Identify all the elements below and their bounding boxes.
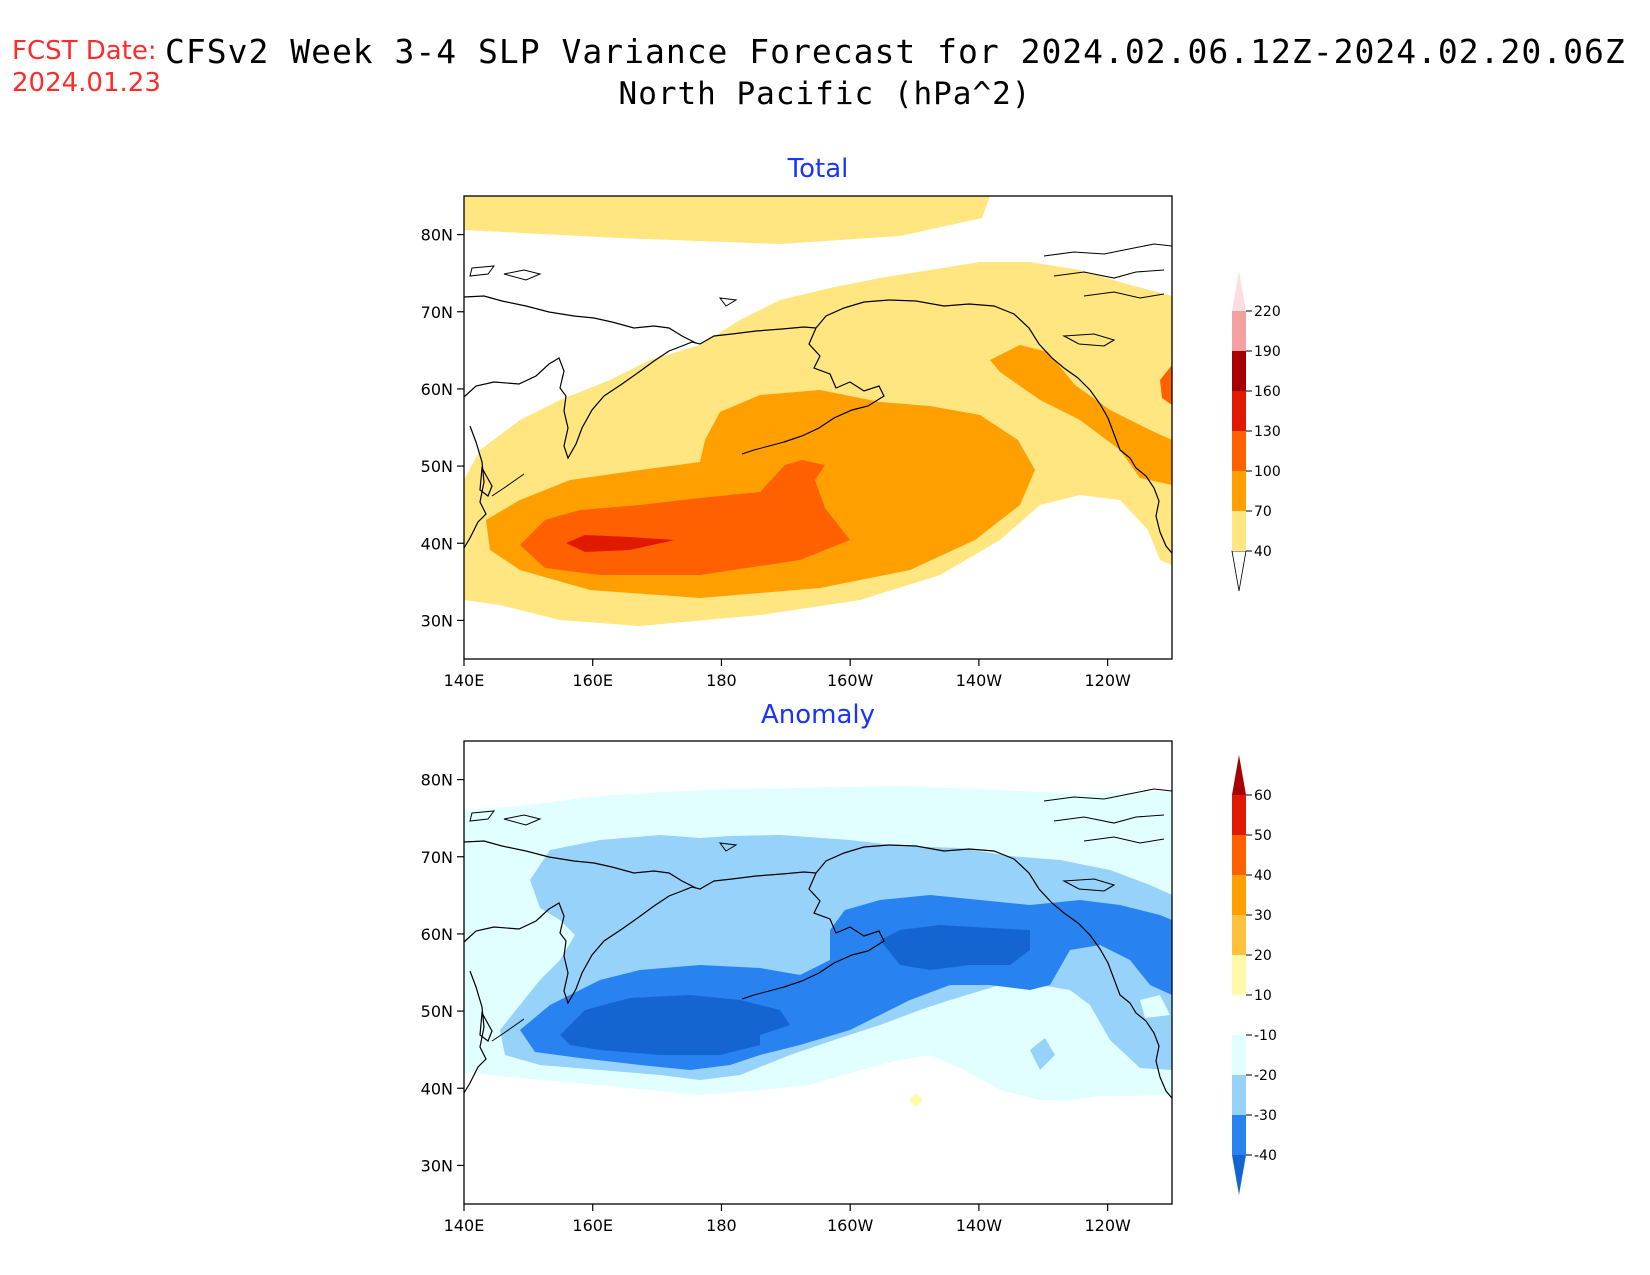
lon-tick-label: 160E <box>572 671 613 690</box>
lat-tick-label: 50N <box>421 1002 453 1021</box>
colorbar-label: 40 <box>1254 868 1272 884</box>
lat-tick-label: 60N <box>421 925 453 944</box>
colorbar-arrow-bottom <box>1231 550 1247 592</box>
lat-tick-label: 40N <box>421 534 453 553</box>
colorbar-arrow-top <box>1232 755 1246 795</box>
colorbar-label: 40 <box>1254 544 1272 560</box>
colorbar-label: 10 <box>1254 988 1272 1004</box>
colorbar-label: 190 <box>1254 344 1281 360</box>
colorbar-box <box>1232 875 1246 915</box>
fcst-date-value: 2024.01.23 <box>12 68 161 98</box>
lon-tick-label: 180 <box>706 1216 737 1235</box>
lat-tick-label: 80N <box>421 226 453 245</box>
colorbar-box <box>1232 835 1246 875</box>
colorbar-box <box>1232 1035 1246 1075</box>
panel-title-total: Total <box>787 154 849 184</box>
panel-title-anomaly: Anomaly <box>760 700 876 730</box>
colorbar-label: 130 <box>1254 424 1281 440</box>
lon-tick-label: 140W <box>956 1216 1003 1235</box>
colorbar-box <box>1232 915 1246 955</box>
colorbar-label: 50 <box>1254 828 1272 844</box>
colorbar-label: -20 <box>1254 1068 1277 1084</box>
main-title: CFSv2 Week 3-4 SLP Variance Forecast for… <box>165 32 1626 71</box>
colorbar-label: 60 <box>1254 788 1272 804</box>
lat-tick-label: 70N <box>421 848 453 867</box>
lon-tick-label: 180 <box>706 671 737 690</box>
lat-tick-label: 30N <box>421 611 453 630</box>
lon-tick-label: 140E <box>444 1216 485 1235</box>
main-subtitle: North Pacific (hPa^2) <box>618 76 1032 112</box>
total-map <box>464 196 1172 659</box>
colorbar-arrow-bottom <box>1232 1155 1246 1195</box>
colorbar-box <box>1232 391 1246 431</box>
colorbar-label: -30 <box>1254 1108 1277 1124</box>
lon-tick-label: 120W <box>1084 671 1131 690</box>
lon-tick-label: 120W <box>1084 1216 1131 1235</box>
colorbar-label: 70 <box>1254 504 1272 520</box>
total-map-frame <box>463 195 1173 660</box>
colorbar-box <box>1232 995 1246 1035</box>
total-colorbar: 40 70 100 130 160 190 220 <box>1231 271 1281 592</box>
anomaly-map <box>464 741 1172 1204</box>
colorbar-arrow-top <box>1232 271 1246 311</box>
lon-tick-label: 140W <box>956 671 1003 690</box>
lon-tick-label: 160E <box>572 1216 613 1235</box>
lat-tick-label: 50N <box>421 457 453 476</box>
lat-tick-label: 70N <box>421 303 453 322</box>
lat-tick-label: 60N <box>421 380 453 399</box>
anomaly-map-axes: 140E 160E 180 160W 140W 120W 80N 70N 60N 50N 40N 30… <box>421 771 1131 1235</box>
total-map-axes: 140E 160E 180 160W 140W 120W 80N 70N 60N 50N 40N 30… <box>421 226 1131 690</box>
colorbar-box <box>1232 1075 1246 1115</box>
anomaly-map-frame <box>463 740 1173 1205</box>
lat-tick-label: 80N <box>421 771 453 790</box>
colorbar-label: 30 <box>1254 908 1272 924</box>
colorbar-label: 160 <box>1254 384 1281 400</box>
fcst-date-label: FCST Date: <box>12 36 157 66</box>
colorbar-box <box>1232 471 1246 511</box>
colorbar-box <box>1232 311 1246 351</box>
lat-tick-label: 30N <box>421 1156 453 1175</box>
lon-tick-label: 160W <box>827 671 874 690</box>
lon-tick-label: 160W <box>827 1216 874 1235</box>
colorbar-label: -10 <box>1254 1028 1277 1044</box>
colorbar-label: -40 <box>1254 1148 1277 1164</box>
colorbar-label: 220 <box>1254 304 1281 320</box>
colorbar-box <box>1232 431 1246 471</box>
anomaly-colorbar: -40 -30 -20 -10 10 20 30 40 50 60 <box>1232 755 1277 1195</box>
colorbar-box <box>1232 955 1246 995</box>
colorbar-label: 20 <box>1254 948 1272 964</box>
colorbar-box <box>1232 1115 1246 1155</box>
colorbar-box <box>1232 351 1246 391</box>
lon-tick-label: 140E <box>444 671 485 690</box>
colorbar-label: 100 <box>1254 464 1281 480</box>
colorbar-box <box>1232 511 1246 551</box>
colorbar-box <box>1232 795 1246 835</box>
lat-tick-label: 40N <box>421 1079 453 1098</box>
